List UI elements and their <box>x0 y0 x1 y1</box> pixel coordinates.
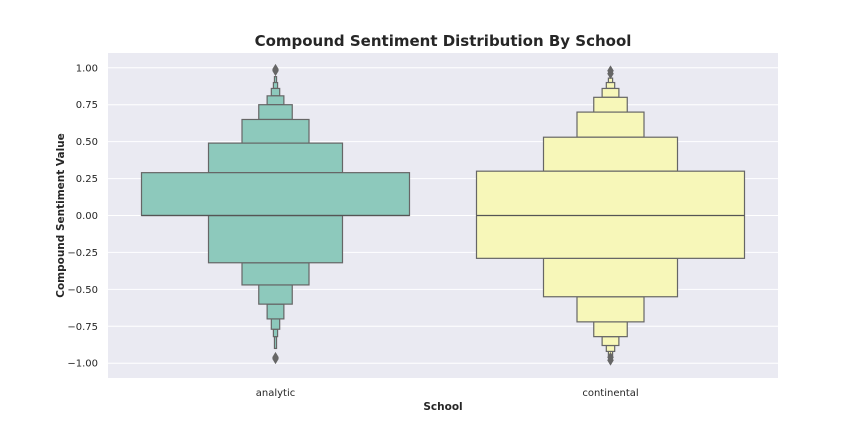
x-tick-label: analytic <box>256 388 296 399</box>
outlier-point <box>607 68 614 80</box>
outlier-point <box>272 63 279 75</box>
x-tick-labels: analytic continental <box>256 388 639 399</box>
y-tick-label: −0.25 <box>67 248 98 259</box>
boxen-box <box>258 284 293 305</box>
boxen-box <box>273 336 278 350</box>
boxen-box <box>273 76 278 84</box>
boxen-box <box>241 262 310 286</box>
boxen-series <box>140 63 746 366</box>
boxen-box <box>601 336 620 347</box>
boxen-box <box>601 87 620 98</box>
outlier-point <box>272 351 279 363</box>
boxen-group-analytic <box>140 63 411 365</box>
y-tick-label: 0.75 <box>76 100 98 111</box>
boxen-group-continental <box>475 65 746 366</box>
boxen-box <box>266 95 285 106</box>
boxen-box <box>258 104 293 121</box>
x-tick-label: continental <box>582 388 638 399</box>
y-tick-label: 0.00 <box>76 211 98 222</box>
y-tick-label: 0.25 <box>76 174 98 185</box>
boxen-box <box>475 170 746 259</box>
boxen-box <box>140 172 411 217</box>
boxen-box <box>576 296 645 323</box>
outlier-point <box>607 351 614 363</box>
y-tick-label: −1.00 <box>67 359 98 370</box>
y-tick-label: −0.50 <box>67 285 98 296</box>
boxen-box <box>542 257 679 298</box>
y-tick-labels: 1.00 0.75 0.50 0.25 0.00 −0.25 −0.50 −0.75 −1.00 <box>67 63 98 369</box>
boxen-box <box>542 136 679 172</box>
boxen-box <box>270 318 281 330</box>
y-tick-label: −0.75 <box>67 322 98 333</box>
boxen-box <box>241 118 310 144</box>
boxen-box <box>272 81 279 90</box>
y-tick-label: 1.00 <box>76 63 98 74</box>
boxen-box <box>207 214 344 264</box>
boxen-box <box>207 142 344 174</box>
y-tick-label: 0.50 <box>76 137 98 148</box>
boxen-box <box>270 87 281 97</box>
boxen-box <box>266 303 285 320</box>
chart-title: Compound Sentiment Distribution By Schoo… <box>255 32 632 50</box>
boxen-box <box>272 328 279 338</box>
x-axis-label: School <box>423 401 462 413</box>
boxen-box <box>576 111 645 138</box>
y-axis-label: Compound Sentiment Value <box>55 133 67 298</box>
boxen-box <box>593 96 628 113</box>
boxen-box <box>605 81 616 90</box>
boxen-box <box>605 344 616 353</box>
boxen-box <box>593 321 628 338</box>
